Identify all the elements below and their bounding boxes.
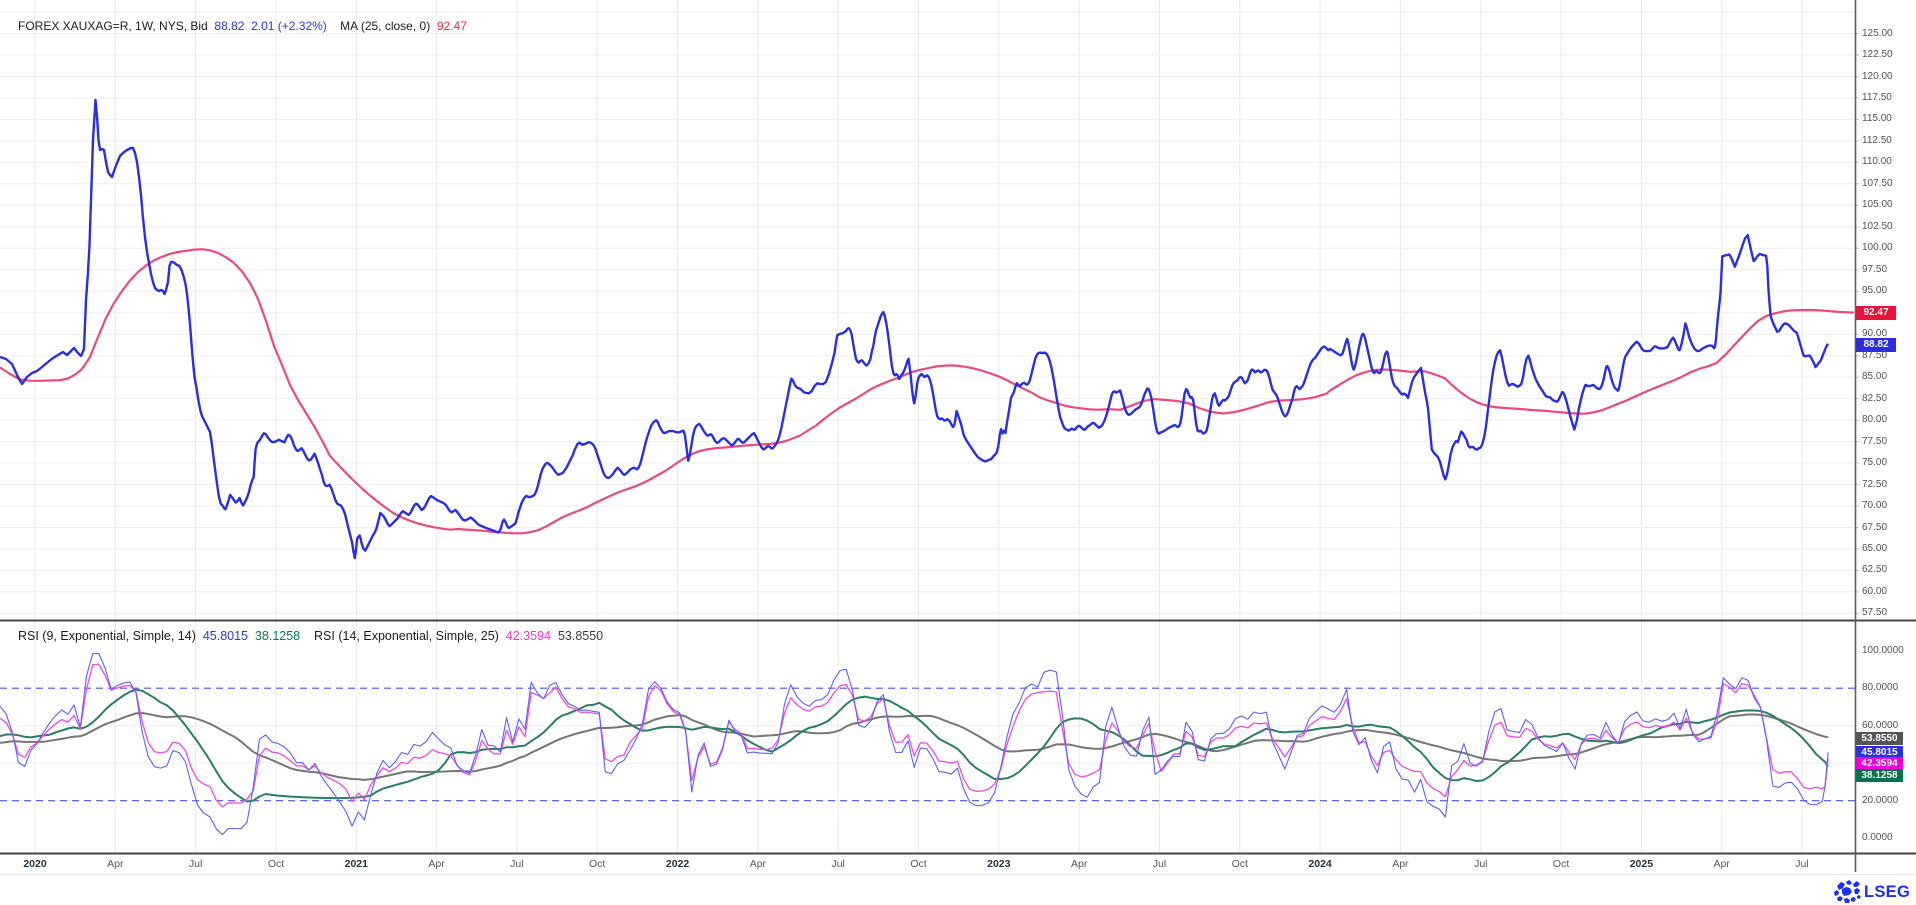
svg-text:LSEG: LSEG bbox=[1864, 883, 1910, 901]
